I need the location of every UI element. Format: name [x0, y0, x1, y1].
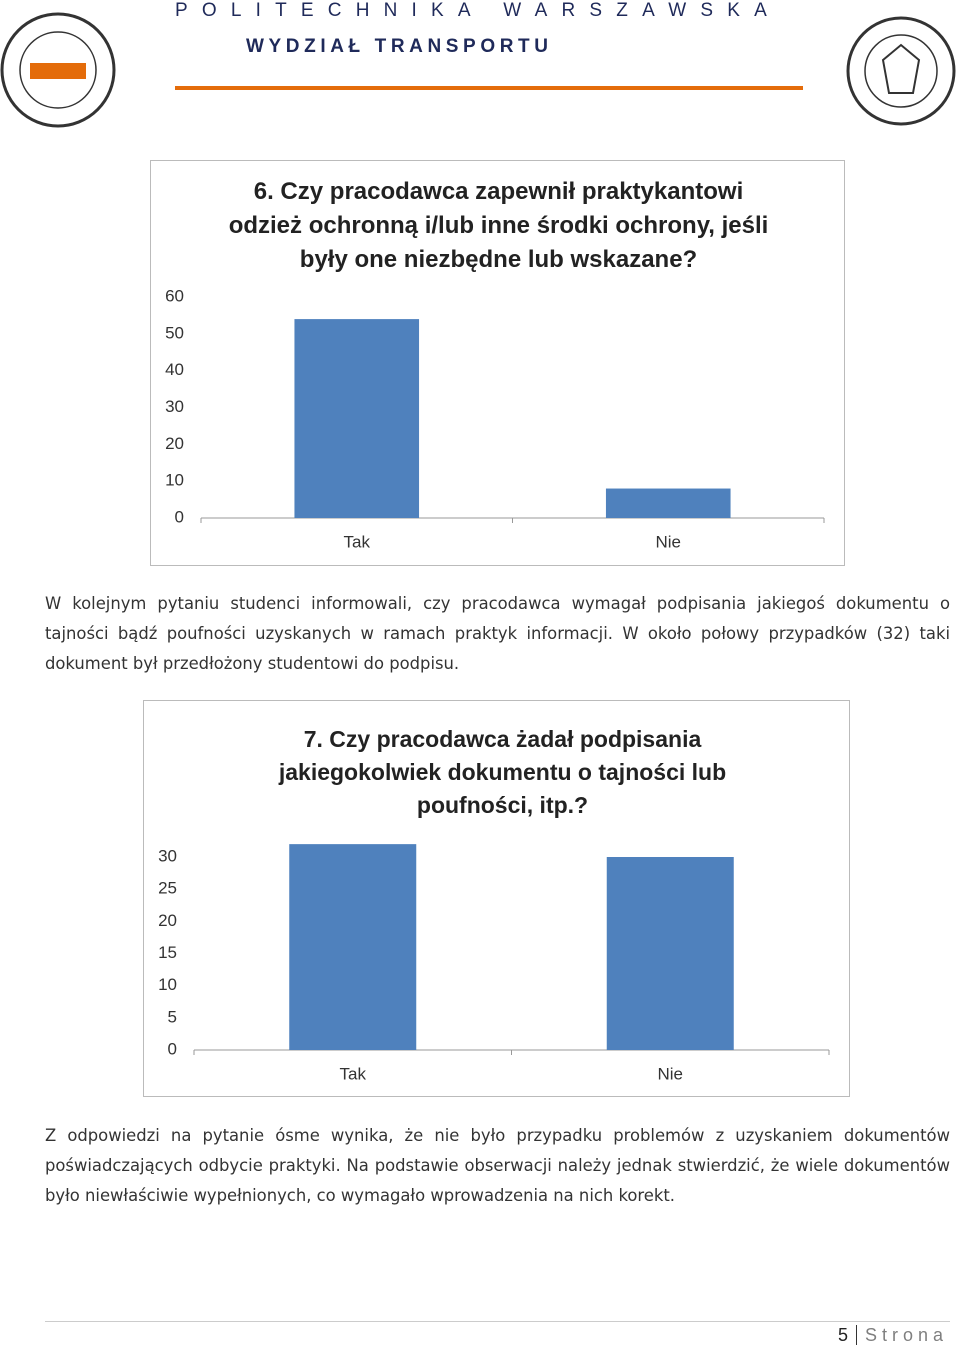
- paragraph: Z odpowiedzi na pytanie ósme wynika, że …: [45, 1126, 950, 1205]
- y-tick-label: 50: [165, 323, 184, 342]
- chart-plot: 0 5 10 15 20 25 30 Tak Nie: [158, 844, 830, 1083]
- paragraph: W kolejnym pytaniu studenci informowali,…: [45, 594, 950, 673]
- y-tick-label: 40: [165, 360, 184, 379]
- y-tick-label: 60: [165, 286, 184, 305]
- y-tick-label: 0: [168, 1039, 177, 1058]
- page-label: Strona: [864, 1325, 948, 1345]
- y-tick-label: 20: [158, 911, 177, 930]
- y-tick-label: 20: [165, 434, 184, 453]
- header-rule: [175, 86, 803, 90]
- x-tick-label: Tak: [344, 532, 371, 551]
- x-tick-label: Tak: [340, 1064, 367, 1083]
- footer-rule: [45, 1321, 950, 1322]
- chart-plot: 0 10 20 30 40 50 60 Tak Nie: [165, 286, 825, 551]
- x-tick-label: Nie: [657, 1064, 683, 1083]
- bar: [605, 488, 731, 518]
- y-tick-label: 15: [158, 943, 177, 962]
- page-number: 5: [837, 1325, 848, 1345]
- x-tick-label: Nie: [655, 532, 681, 551]
- y-tick-label: 5: [168, 1007, 177, 1026]
- chart-title: 7. Czy pracodawca żadał podpisania jakie…: [278, 726, 727, 818]
- university-name: POLITECHNIKA WARSZAWSKA: [175, 0, 782, 21]
- chart: 0 10 20 30 40 50 60 Tak Nie 6. Czy pracodawca za…: [150, 160, 845, 566]
- faculty-name: WYDZIAŁ TRANSPORTU: [246, 36, 553, 57]
- faculty-logo: [0, 12, 116, 128]
- separator: [855, 1325, 857, 1345]
- y-tick-label: 30: [165, 397, 184, 416]
- chart: 0 5 10 15 20 25 30 Tak Nie 7. Czy pracodawca żad…: [143, 700, 850, 1097]
- y-tick-label: 0: [175, 507, 184, 526]
- university-logo: [846, 16, 956, 126]
- bar: [606, 857, 734, 1050]
- y-tick-label: 25: [158, 879, 177, 898]
- footer: 5 Strona: [838, 1325, 948, 1346]
- bar: [289, 844, 417, 1050]
- chart-title: 6. Czy pracodawca zapewnił praktykantowi…: [228, 178, 769, 273]
- bar: [294, 319, 420, 518]
- y-tick-label: 30: [158, 846, 177, 865]
- y-tick-label: 10: [158, 975, 177, 994]
- y-tick-label: 10: [165, 471, 184, 490]
